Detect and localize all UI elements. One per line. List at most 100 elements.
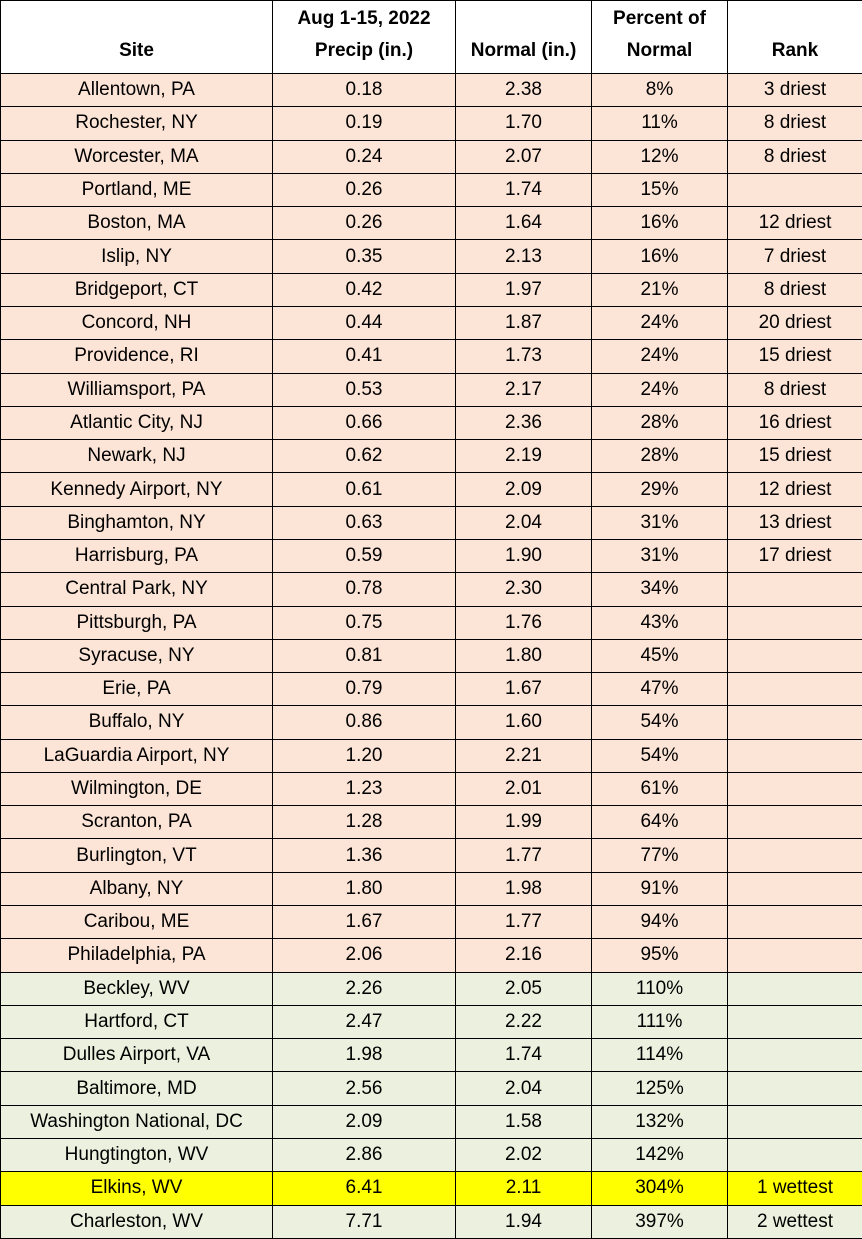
percent-cell: 31% (591, 505, 728, 540)
data-row: Providence, RI 0.41 1.73 24% 15 driest (0, 339, 862, 374)
empty-cell (727, 938, 862, 973)
data-row: Dulles Airport, VA 1.98 1.74 114% (0, 1038, 862, 1073)
data-row: Atlantic City, NJ 0.66 2.36 28% 16 driest (0, 405, 862, 441)
normal-cell: 2.02 (455, 1137, 592, 1173)
header-cell: Percent of Normal (591, 0, 728, 74)
normal-cell: 2.38 (455, 72, 592, 108)
data-row: Caribou, ME 1.67 1.77 94% (0, 905, 862, 940)
precip-cell: 0.63 (272, 505, 456, 540)
precip-cell: 2.47 (272, 1004, 456, 1040)
site-cell: Dulles Airport, VA (0, 1038, 273, 1073)
precip-cell: 1.67 (272, 905, 456, 940)
normal-cell: 2.04 (455, 1071, 592, 1106)
precip-cell: 0.81 (272, 638, 456, 674)
data-row: Scranton, PA 1.28 1.99 64% (0, 805, 862, 840)
precip-cell: 1.98 (272, 1038, 456, 1073)
percent-cell: 94% (591, 905, 728, 940)
rank-cell: 13 driest (727, 505, 862, 540)
percent-cell: 43% (591, 605, 728, 640)
header-text: Normal (626, 40, 693, 61)
data-row: Concord, NH 0.44 1.87 24% 20 driest (0, 305, 862, 341)
percent-cell: 11% (591, 106, 728, 141)
empty-cell (727, 572, 862, 607)
normal-cell: 1.97 (455, 272, 592, 307)
site-cell: Hartford, CT (0, 1004, 273, 1040)
normal-cell: 2.36 (455, 405, 592, 441)
percent-cell: 77% (591, 838, 728, 873)
rank-cell: 3 driest (727, 72, 862, 108)
site-cell: Wilmington, DE (0, 771, 273, 807)
data-row: Baltimore, MD 2.56 2.04 125% (0, 1071, 862, 1106)
normal-cell: 1.74 (455, 1038, 592, 1073)
percent-cell: 132% (591, 1104, 728, 1140)
precip-cell: 2.26 (272, 971, 456, 1006)
data-row: Harrisburg, PA 0.59 1.90 31% 17 driest (0, 538, 862, 574)
header-text: Precip (in.) (314, 40, 414, 61)
percent-cell: 28% (591, 439, 728, 474)
rank-cell: 8 driest (727, 139, 862, 174)
precip-cell: 0.78 (272, 572, 456, 607)
percent-cell: 114% (591, 1038, 728, 1073)
precip-cell: 1.23 (272, 771, 456, 807)
precip-cell: 0.24 (272, 139, 456, 174)
precip-cell: 0.42 (272, 272, 456, 307)
rank-cell: 12 driest (727, 206, 862, 241)
precip-cell: 0.86 (272, 705, 456, 740)
data-row: Williamsport, PA 0.53 2.17 24% 8 driest (0, 372, 862, 407)
site-cell: Worcester, MA (0, 139, 273, 174)
normal-cell: 2.09 (455, 472, 592, 507)
percent-cell: 21% (591, 272, 728, 307)
rank-cell: 8 driest (727, 106, 862, 141)
header-text: Site (119, 40, 154, 61)
table-body: Allentown, PA 0.18 2.38 8% 3 driest Rochester… (0, 72, 862, 1239)
percent-cell: 110% (591, 971, 728, 1006)
data-row: Philadelphia, PA 2.06 2.16 95% (0, 938, 862, 973)
header-cell: Normal (in.) (455, 0, 592, 74)
site-cell: Charleston, WV (0, 1204, 273, 1239)
precip-cell: 2.56 (272, 1071, 456, 1106)
data-row: Erie, PA 0.79 1.67 47% (0, 672, 862, 707)
precip-cell: 0.62 (272, 439, 456, 474)
site-cell: Williamsport, PA (0, 372, 273, 407)
percent-cell: 397% (591, 1204, 728, 1239)
data-row: Portland, ME 0.26 1.74 15% (0, 172, 862, 208)
data-row: Washington National, DC 2.09 1.58 132% (0, 1104, 862, 1140)
normal-cell: 1.80 (455, 638, 592, 674)
data-row: Beckley, WV 2.26 2.05 110% (0, 971, 862, 1006)
rank-cell: 2 wettest (727, 1204, 862, 1239)
site-cell: Pittsburgh, PA (0, 605, 273, 640)
percent-cell: 8% (591, 72, 728, 108)
normal-cell: 2.30 (455, 572, 592, 607)
site-cell: Erie, PA (0, 672, 273, 707)
site-cell: Concord, NH (0, 305, 273, 341)
empty-cell (727, 971, 862, 1006)
site-cell: Scranton, PA (0, 805, 273, 840)
precip-cell: 0.35 (272, 239, 456, 274)
data-row: Allentown, PA 0.18 2.38 8% 3 driest (0, 72, 862, 108)
percent-cell: 304% (591, 1171, 728, 1206)
site-cell: Newark, NJ (0, 439, 273, 474)
site-cell: Bridgeport, CT (0, 272, 273, 307)
empty-cell (727, 905, 862, 940)
data-row: Hungtington, WV 2.86 2.02 142% (0, 1137, 862, 1173)
precip-cell: 0.75 (272, 605, 456, 640)
normal-cell: 2.01 (455, 771, 592, 807)
precip-cell: 0.44 (272, 305, 456, 341)
site-cell: Elkins, WV (0, 1171, 273, 1206)
normal-cell: 1.73 (455, 339, 592, 374)
site-cell: Hungtington, WV (0, 1137, 273, 1173)
data-row: Binghamton, NY 0.63 2.04 31% 13 driest (0, 505, 862, 540)
data-row: Pittsburgh, PA 0.75 1.76 43% (0, 605, 862, 640)
percent-cell: 16% (591, 206, 728, 241)
data-row: Burlington, VT 1.36 1.77 77% (0, 838, 862, 873)
site-cell: Syracuse, NY (0, 638, 273, 674)
data-row: Syracuse, NY 0.81 1.80 45% (0, 638, 862, 674)
empty-cell (727, 871, 862, 907)
normal-cell: 1.77 (455, 838, 592, 873)
rank-cell: 20 driest (727, 305, 862, 341)
site-cell: Washington National, DC (0, 1104, 273, 1140)
precip-cell: 1.80 (272, 871, 456, 907)
empty-cell (727, 638, 862, 674)
normal-cell: 2.04 (455, 505, 592, 540)
site-cell: Burlington, VT (0, 838, 273, 873)
